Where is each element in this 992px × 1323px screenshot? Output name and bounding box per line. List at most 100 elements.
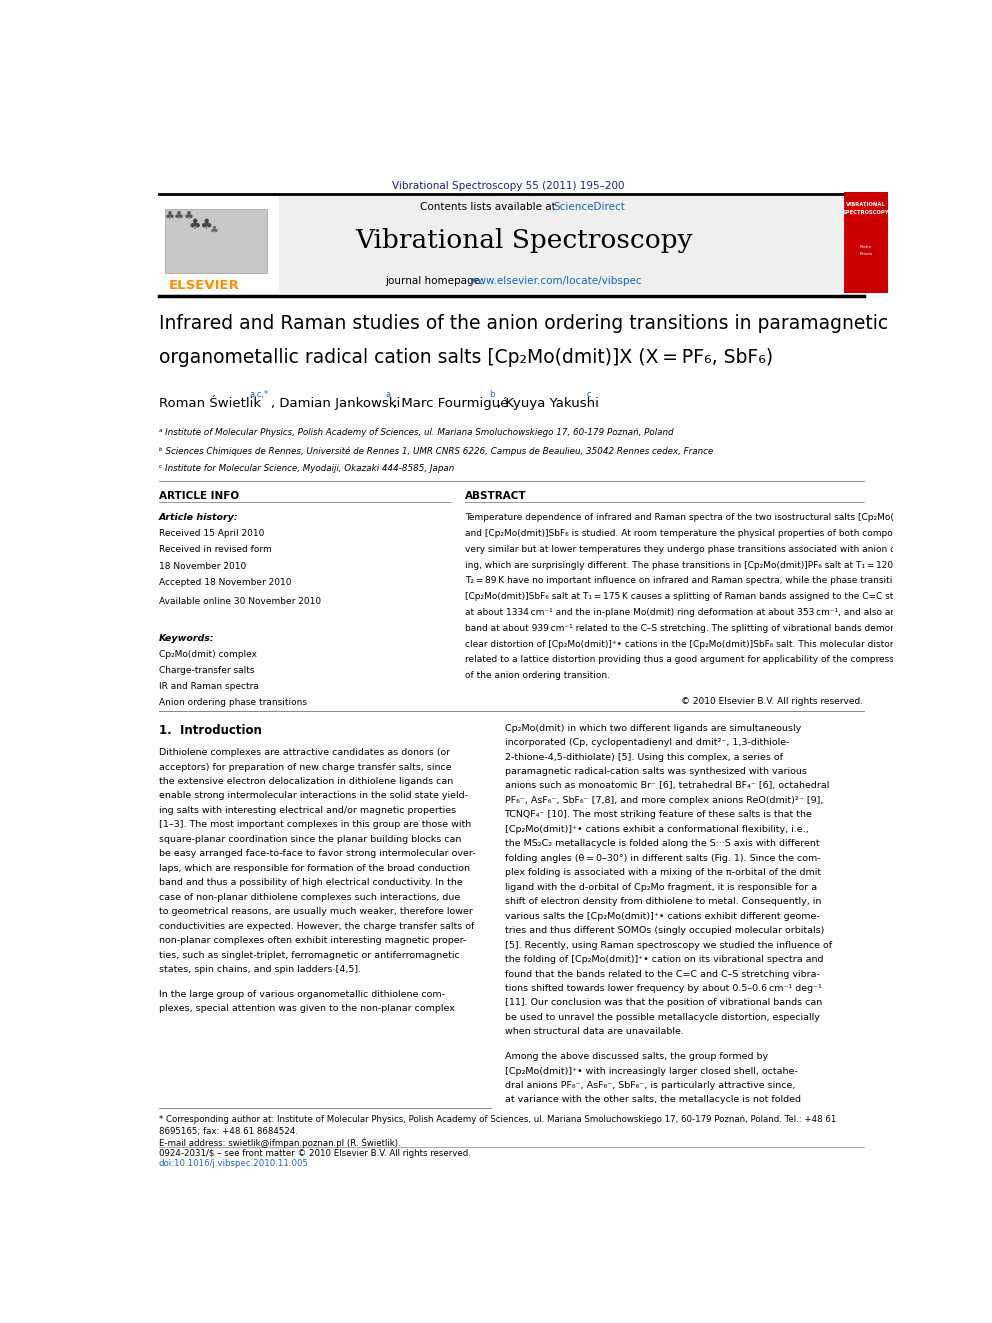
Text: Praxis: Praxis — [859, 253, 872, 257]
Text: 8695165; fax: +48 61 8684524.: 8695165; fax: +48 61 8684524. — [159, 1127, 298, 1135]
Text: at variance with the other salts, the metallacycle is not folded: at variance with the other salts, the me… — [505, 1095, 801, 1105]
Text: ♣♣: ♣♣ — [188, 218, 213, 232]
Text: Vibrational Spectroscopy 55 (2011) 195–200: Vibrational Spectroscopy 55 (2011) 195–2… — [392, 181, 625, 191]
Text: b: b — [489, 390, 495, 400]
Text: related to a lattice distortion providing thus a good argument for applicability: related to a lattice distortion providin… — [464, 655, 941, 664]
Text: anions such as monoatomic Br⁻ [6], tetrahedral BF₄⁻ [6], octahedral: anions such as monoatomic Br⁻ [6], tetra… — [505, 782, 829, 791]
Text: c: c — [586, 390, 590, 400]
Text: plex folding is associated with a mixing of the π-orbital of the dmit: plex folding is associated with a mixing… — [505, 868, 820, 877]
Text: found that the bands related to the C=C and C–S stretching vibra-: found that the bands related to the C=C … — [505, 970, 819, 979]
Text: 1.  Introduction: 1. Introduction — [159, 724, 262, 737]
Text: clear distortion of [Cp₂Mo(dmit)]⁺• cations in the [Cp₂Mo(dmit)]SbF₆ salt. This : clear distortion of [Cp₂Mo(dmit)]⁺• cati… — [464, 639, 921, 648]
Text: [Cp₂Mo(dmit)]⁺• cations exhibit a conformational flexibility, i.e.,: [Cp₂Mo(dmit)]⁺• cations exhibit a confor… — [505, 826, 808, 833]
Text: various salts the [Cp₂Mo(dmit)]⁺• cations exhibit different geome-: various salts the [Cp₂Mo(dmit)]⁺• cation… — [505, 912, 819, 921]
Text: Contents lists available at: Contents lists available at — [420, 201, 558, 212]
Text: enable strong intermolecular interactions in the solid state yield-: enable strong intermolecular interaction… — [159, 791, 467, 800]
Text: Vibrational Spectroscopy: Vibrational Spectroscopy — [355, 228, 692, 253]
Text: © 2010 Elsevier B.V. All rights reserved.: © 2010 Elsevier B.V. All rights reserved… — [682, 697, 864, 706]
Text: ScienceDirect: ScienceDirect — [553, 201, 625, 212]
Text: , Marc Fourmigué: , Marc Fourmigué — [393, 397, 509, 410]
Text: tions shifted towards lower frequency by about 0.5–0.6 cm⁻¹ deg⁻¹: tions shifted towards lower frequency by… — [505, 984, 821, 994]
Text: [5]. Recently, using Raman spectroscopy we studied the influence of: [5]. Recently, using Raman spectroscopy … — [505, 941, 831, 950]
Text: ᵇ Sciences Chimiques de Rennes, Université de Rennes 1, UMR CNRS 6226, Campus de: ᵇ Sciences Chimiques de Rennes, Universi… — [159, 446, 713, 455]
Text: ᶜ Institute for Molecular Science, Myodaiji, Okazaki 444-8585, Japan: ᶜ Institute for Molecular Science, Myoda… — [159, 464, 454, 474]
Text: Cp₂Mo(dmit) in which two different ligands are simultaneously: Cp₂Mo(dmit) in which two different ligan… — [505, 724, 801, 733]
Text: [1–3]. The most important complexes in this group are those with: [1–3]. The most important complexes in t… — [159, 820, 471, 830]
Text: ♣: ♣ — [210, 225, 219, 235]
Text: the extensive electron delocalization in dithiolene ligands can: the extensive electron delocalization in… — [159, 777, 452, 786]
Text: and [Cp₂Mo(dmit)]SbF₆ is studied. At room temperature the physical properties of: and [Cp₂Mo(dmit)]SbF₆ is studied. At roo… — [464, 529, 931, 538]
Text: Keywords:: Keywords: — [159, 634, 214, 643]
Text: of the anion ordering transition.: of the anion ordering transition. — [464, 671, 609, 680]
Text: ELSEVIER: ELSEVIER — [169, 279, 239, 292]
Text: at about 1334 cm⁻¹ and the in-plane Mo(dmit) ring deformation at about 353 cm⁻¹,: at about 1334 cm⁻¹ and the in-plane Mo(d… — [464, 609, 934, 617]
Text: T₂ = 89 K have no important influence on infrared and Raman spectra, while the p: T₂ = 89 K have no important influence on… — [464, 577, 915, 586]
Text: plexes, special attention was given to the non-planar complex: plexes, special attention was given to t… — [159, 1004, 454, 1013]
Text: the MS₂C₂ metallacycle is folded along the S···S axis with different: the MS₂C₂ metallacycle is folded along t… — [505, 839, 819, 848]
Text: * Corresponding author at: Institute of Molecular Physics, Polish Academy of Sci: * Corresponding author at: Institute of … — [159, 1115, 836, 1125]
Text: tries and thus different SOMOs (singly occupied molecular orbitals): tries and thus different SOMOs (singly o… — [505, 926, 824, 935]
Text: VIBRATIONAL: VIBRATIONAL — [846, 201, 886, 206]
Text: ♣♣♣: ♣♣♣ — [165, 212, 194, 222]
Text: be easy arranged face-to-face to favor strong intermolecular over-: be easy arranged face-to-face to favor s… — [159, 849, 475, 859]
Text: Charge-transfer salts: Charge-transfer salts — [159, 667, 254, 675]
Text: ligand with the d-orbital of Cp₂Mo fragment, it is responsible for a: ligand with the d-orbital of Cp₂Mo fragm… — [505, 882, 816, 892]
Text: states, spin chains, and spin ladders [4,5].: states, spin chains, and spin ladders [4… — [159, 964, 361, 974]
Text: ARTICLE INFO: ARTICLE INFO — [159, 491, 239, 501]
Bar — [165, 209, 267, 273]
Text: ties, such as singlet-triplet, ferromagnetic or antiferromagnetic: ties, such as singlet-triplet, ferromagn… — [159, 951, 459, 959]
Text: folding angles (θ = 0–30°) in different salts (Fig. 1). Since the com-: folding angles (θ = 0–30°) in different … — [505, 853, 820, 863]
Text: [Cp₂Mo(dmit)]⁺• with increasingly larger closed shell, octahe-: [Cp₂Mo(dmit)]⁺• with increasingly larger… — [505, 1066, 798, 1076]
Text: SPECTROSCOPY: SPECTROSCOPY — [842, 209, 889, 214]
Text: case of non-planar dithiolene complexes such interactions, due: case of non-planar dithiolene complexes … — [159, 893, 460, 902]
Text: a: a — [385, 390, 391, 400]
Text: [Cp₂Mo(dmit)]SbF₆ salt at T₁ = 175 K causes a splitting of Raman bands assigned : [Cp₂Mo(dmit)]SbF₆ salt at T₁ = 175 K cau… — [464, 593, 930, 601]
Text: 18 November 2010: 18 November 2010 — [159, 561, 246, 570]
Text: acceptors) for preparation of new charge transfer salts, since: acceptors) for preparation of new charge… — [159, 762, 451, 771]
Text: non-planar complexes often exhibit interesting magnetic proper-: non-planar complexes often exhibit inter… — [159, 937, 466, 945]
Text: ABSTRACT: ABSTRACT — [464, 491, 526, 501]
Text: ᵃ Institute of Molecular Physics, Polish Academy of Sciences, ul. Mariana Smoluc: ᵃ Institute of Molecular Physics, Polish… — [159, 427, 674, 437]
Text: square-planar coordination since the planar building blocks can: square-planar coordination since the pla… — [159, 835, 461, 844]
Text: Probe: Probe — [860, 245, 872, 249]
Text: Temperature dependence of infrared and Raman spectra of the two isostructural sa: Temperature dependence of infrared and R… — [464, 513, 935, 523]
Text: conductivities are expected. However, the charge transfer salts of: conductivities are expected. However, th… — [159, 922, 474, 930]
Text: when structural data are unavailable.: when structural data are unavailable. — [505, 1028, 683, 1036]
Text: journal homepage:: journal homepage: — [386, 277, 487, 286]
Text: IR and Raman spectra: IR and Raman spectra — [159, 683, 259, 692]
Text: paramagnetic radical-cation salts was synthesized with various: paramagnetic radical-cation salts was sy… — [505, 767, 806, 777]
Text: Received in revised form: Received in revised form — [159, 545, 272, 554]
Text: Article history:: Article history: — [159, 513, 238, 523]
Text: very similar but at lower temperatures they undergo phase transitions associated: very similar but at lower temperatures t… — [464, 545, 917, 554]
Text: shift of electron density from dithiolene to metal. Consequently, in: shift of electron density from dithiolen… — [505, 897, 821, 906]
Text: incorporated (Cp, cyclopentadienyl and dmit²⁻, 1,3-dithiole-: incorporated (Cp, cyclopentadienyl and d… — [505, 738, 789, 747]
Text: 0924-2031/$ – see front matter © 2010 Elsevier B.V. All rights reserved.: 0924-2031/$ – see front matter © 2010 El… — [159, 1148, 470, 1158]
Bar — [844, 192, 888, 235]
Text: Available online 30 November 2010: Available online 30 November 2010 — [159, 597, 320, 606]
Text: organometallic radical cation salts [Cp₂Mo(dmit)]X (X = PF₆, SbF₆): organometallic radical cation salts [Cp₂… — [159, 348, 773, 368]
Text: TCNQF₄⁻ [10]. The most striking feature of these salts is that the: TCNQF₄⁻ [10]. The most striking feature … — [505, 811, 812, 819]
Text: PF₆⁻, AsF₆⁻, SbF₆⁻ [7,8], and more complex anions ReO(dmit)²⁻ [9],: PF₆⁻, AsF₆⁻, SbF₆⁻ [7,8], and more compl… — [505, 796, 823, 804]
Text: band at about 939 cm⁻¹ related to the C–S stretching. The splitting of vibration: band at about 939 cm⁻¹ related to the C–… — [464, 624, 935, 632]
Text: [11]. Our conclusion was that the position of vibrational bands can: [11]. Our conclusion was that the positi… — [505, 999, 821, 1008]
Bar — [159, 196, 843, 294]
Text: Among the above discussed salts, the group formed by: Among the above discussed salts, the gro… — [505, 1052, 768, 1061]
Text: to geometrical reasons, are usually much weaker, therefore lower: to geometrical reasons, are usually much… — [159, 908, 472, 917]
Text: dral anions PF₆⁻, AsF₆⁻, SbF₆⁻, is particularly attractive since,: dral anions PF₆⁻, AsF₆⁻, SbF₆⁻, is parti… — [505, 1081, 795, 1090]
Bar — [844, 196, 888, 294]
Text: band and thus a possibility of high electrical conductivity. In the: band and thus a possibility of high elec… — [159, 878, 462, 888]
Text: 2-thione-4,5-dithiolate) [5]. Using this complex, a series of: 2-thione-4,5-dithiolate) [5]. Using this… — [505, 753, 783, 762]
Text: In the large group of various organometallic dithiolene com-: In the large group of various organometa… — [159, 990, 444, 999]
Text: Roman Świetlik: Roman Świetlik — [159, 397, 261, 410]
Text: Anion ordering phase transitions: Anion ordering phase transitions — [159, 699, 307, 708]
Text: www.elsevier.com/locate/vibspec: www.elsevier.com/locate/vibspec — [470, 277, 643, 286]
Text: ing, which are surprisingly different. The phase transitions in [Cp₂Mo(dmit)]PF₆: ing, which are surprisingly different. T… — [464, 561, 921, 570]
Text: a,c,*: a,c,* — [249, 390, 269, 400]
Bar — [159, 196, 280, 294]
Text: Accepted 18 November 2010: Accepted 18 November 2010 — [159, 578, 291, 586]
Text: Dithiolene complexes are attractive candidates as donors (or: Dithiolene complexes are attractive cand… — [159, 747, 449, 757]
Text: doi:10.1016/j.vibspec.2010.11.005: doi:10.1016/j.vibspec.2010.11.005 — [159, 1159, 309, 1168]
Text: Infrared and Raman studies of the anion ordering transitions in paramagnetic: Infrared and Raman studies of the anion … — [159, 314, 888, 332]
Text: Received 15 April 2010: Received 15 April 2010 — [159, 529, 264, 538]
Text: Cp₂Mo(dmit) complex: Cp₂Mo(dmit) complex — [159, 650, 257, 659]
